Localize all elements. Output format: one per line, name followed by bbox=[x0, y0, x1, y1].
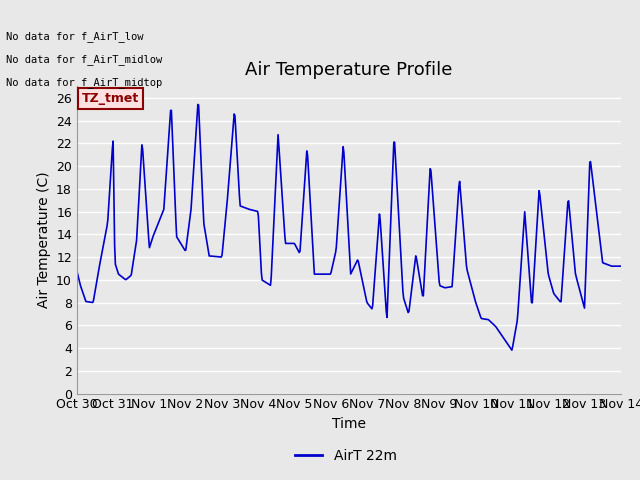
Text: No data for f_AirT_midlow: No data for f_AirT_midlow bbox=[6, 54, 163, 65]
Text: TZ_tmet: TZ_tmet bbox=[82, 92, 140, 105]
Legend: AirT 22m: AirT 22m bbox=[289, 443, 402, 468]
Text: No data for f_AirT_midtop: No data for f_AirT_midtop bbox=[6, 77, 163, 88]
X-axis label: Time: Time bbox=[332, 417, 366, 431]
Text: No data for f_AirT_low: No data for f_AirT_low bbox=[6, 31, 144, 42]
Title: Air Temperature Profile: Air Temperature Profile bbox=[245, 61, 452, 79]
Y-axis label: Air Temperature (C): Air Temperature (C) bbox=[36, 172, 51, 308]
